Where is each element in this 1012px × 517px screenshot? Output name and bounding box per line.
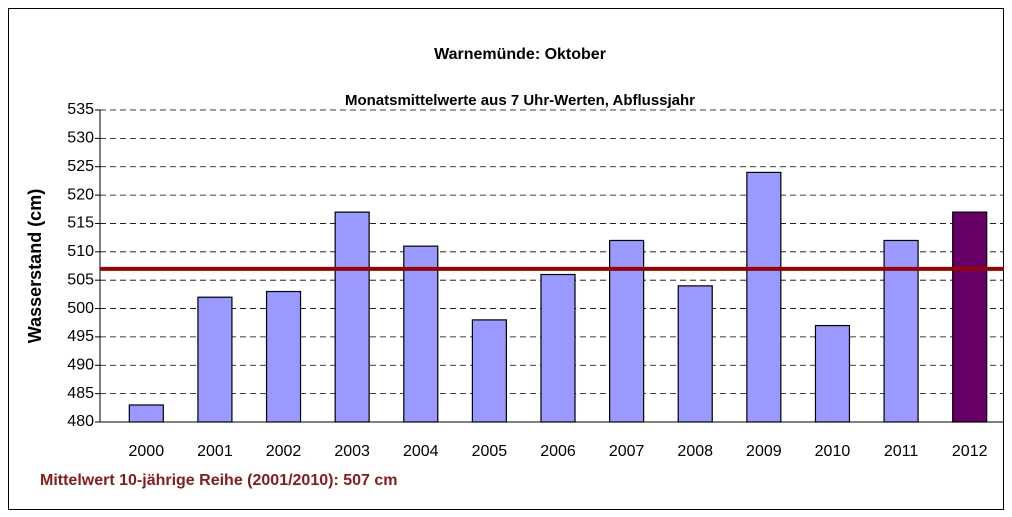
bar <box>540 273 576 423</box>
y-tick-label: 500 <box>67 300 94 317</box>
chart-title: Warnemünde: Oktober <box>434 46 606 63</box>
x-tick-label: 2004 <box>403 443 439 460</box>
x-tick-label: 2012 <box>952 443 988 460</box>
x-tick-label: 2009 <box>746 443 782 460</box>
y-tick-label: 535 <box>67 101 94 118</box>
bar <box>814 324 851 423</box>
annotation: Mittelwert 10-jährige Reihe (2001/2010):… <box>40 472 398 489</box>
bar <box>952 211 988 423</box>
bar <box>471 319 507 423</box>
x-tick-label: 2003 <box>334 443 370 460</box>
x-tick-label: 2010 <box>815 443 851 460</box>
x-tick-label: 2002 <box>266 443 302 460</box>
bar <box>128 404 164 423</box>
chart-border <box>8 8 1004 510</box>
y-tick-label: 480 <box>67 413 94 430</box>
y-tick-label: 490 <box>67 356 94 373</box>
y-tick-label: 530 <box>67 130 94 147</box>
y-tick-label: 505 <box>67 271 94 288</box>
x-tick-label: 2000 <box>129 443 165 460</box>
y-tick-label: 510 <box>67 243 94 260</box>
x-tick-label: 2007 <box>609 443 645 460</box>
x-tick-label: 2005 <box>472 443 508 460</box>
bar <box>265 290 302 423</box>
bar <box>197 296 233 423</box>
bar <box>334 211 370 423</box>
x-tick-label: 2008 <box>677 443 713 460</box>
y-tick-label: 515 <box>67 215 94 232</box>
x-tick-label: 2001 <box>197 443 233 460</box>
y-tick-label: 495 <box>67 328 94 345</box>
bar <box>746 171 782 423</box>
x-tick-label: 2011 <box>884 443 919 460</box>
x-tick-label: 2006 <box>540 443 576 460</box>
y-tick-label: 525 <box>67 158 94 175</box>
bar <box>677 285 713 423</box>
y-tick-label: 485 <box>67 385 94 402</box>
y-axis-label: Wasserstand (cm) <box>25 189 45 343</box>
y-tick-label: 520 <box>67 186 94 203</box>
bar <box>403 245 439 423</box>
chart-subtitle: Monatsmittelwerte aus 7 Uhr-Werten, Abfl… <box>345 92 695 109</box>
